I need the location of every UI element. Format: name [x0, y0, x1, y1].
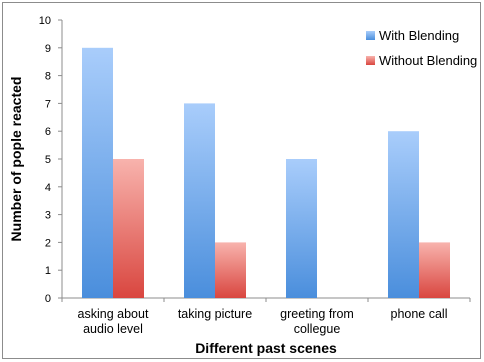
y-tick-label: 5	[45, 154, 51, 166]
legend-swatch-with-blending	[366, 31, 375, 40]
bar-without-blending	[215, 242, 246, 298]
y-tick-label: 10	[39, 15, 51, 27]
x-category-label: greeting from collegue	[280, 307, 354, 336]
y-tick-label: 4	[45, 182, 51, 194]
y-axis-title: Number of pople reacted	[8, 77, 24, 242]
x-category-label: taking picture	[178, 307, 252, 321]
y-tick-label: 1	[45, 265, 51, 277]
y-tick-label: 7	[45, 98, 51, 110]
bars-group	[82, 47, 450, 299]
legend-swatch-without-blending	[366, 56, 375, 65]
bar-without-blending	[419, 242, 450, 298]
y-tick-label: 9	[45, 43, 51, 55]
bar-without-blending	[113, 159, 144, 298]
y-tick-label: 3	[45, 210, 51, 222]
bar-with-blending	[82, 47, 113, 298]
y-tick-label: 8	[45, 71, 51, 83]
y-tick-label: 0	[45, 293, 51, 305]
x-category-labels: asking about audio level taking picture gre…	[61, 298, 471, 336]
x-axis-title: Different past scenes	[195, 340, 337, 356]
y-tick-label: 2	[45, 237, 51, 249]
y-tick-labels: 0 1 2 3 4 5 6 7 8 9 10	[39, 15, 62, 305]
y-tick-label: 6	[45, 126, 51, 138]
bar-with-blending	[286, 159, 317, 298]
bar-with-blending	[388, 131, 419, 298]
legend-label-with-blending: With Blending	[379, 28, 459, 43]
legend-label-without-blending: Without Blending	[379, 53, 477, 68]
x-category-label: asking about audio level	[78, 307, 149, 336]
x-category-label: phone call	[391, 307, 448, 321]
bar-with-blending	[184, 103, 215, 299]
legend: With Blending Without Blending	[366, 28, 477, 68]
